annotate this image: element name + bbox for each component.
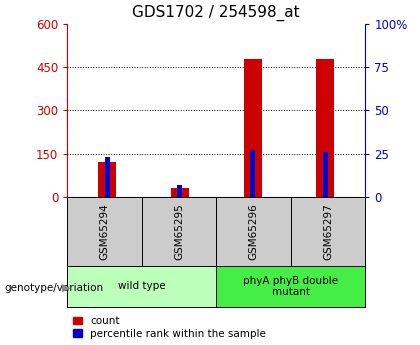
- Bar: [316, 59, 334, 197]
- Text: GSM65295: GSM65295: [174, 203, 184, 259]
- Bar: [244, 59, 262, 197]
- Bar: [98, 162, 116, 197]
- Bar: [323, 152, 328, 197]
- Text: GSM65296: GSM65296: [249, 203, 259, 259]
- Text: ▶: ▶: [62, 283, 71, 293]
- Text: genotype/variation: genotype/variation: [4, 283, 103, 293]
- Text: GSM65297: GSM65297: [323, 203, 333, 259]
- Bar: [250, 150, 255, 197]
- Bar: [105, 157, 110, 197]
- Text: wild type: wild type: [118, 282, 165, 291]
- Bar: [177, 185, 182, 197]
- Legend: count, percentile rank within the sample: count, percentile rank within the sample: [72, 315, 267, 340]
- Text: GSM65294: GSM65294: [100, 203, 110, 259]
- Title: GDS1702 / 254598_at: GDS1702 / 254598_at: [132, 5, 300, 21]
- Text: phyA phyB double
mutant: phyA phyB double mutant: [243, 276, 339, 297]
- Bar: [171, 188, 189, 197]
